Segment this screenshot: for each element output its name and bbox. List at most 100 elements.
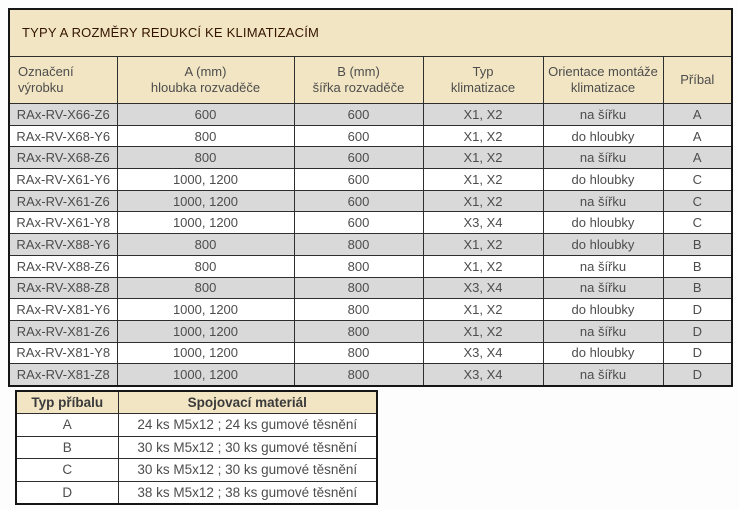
accessory-pack-cell: B [662,233,733,256]
ac-type-cell: X1, X2 [422,103,544,126]
width-b-cell: 600 [293,211,424,235]
ac-type-cell: X1, X2 [422,168,544,191]
depth-a-cell: 1000, 1200 [116,189,295,213]
depth-a-cell: 1000, 1200 [116,363,295,387]
accessory-pack-cell: D [662,298,733,321]
accessory-row: D 38 ks M5x12 ; 38 ks gumové těsnění [15,480,378,505]
header-depth-a: A (mm) hloubka rozvaděče [116,56,295,104]
table-row: RAx-RV-X88-Y6 800 800 X1, X2 do hloubky … [8,233,733,256]
accessory-pack-cell: A [662,124,733,148]
width-b-cell: 600 [293,189,424,213]
header-ac-type: Typ klimatizace [422,56,544,104]
ac-type-cell: X3, X4 [422,211,544,235]
depth-a-cell: 600 [116,103,295,126]
table-title-row: TYPY A ROZMĚRY REDUKCÍ KE KLIMATIZACÍM [8,8,733,57]
ac-type-cell: X1, X2 [422,189,544,213]
orientation-cell: na šířku [542,319,664,343]
product-code-cell: RAx-RV-X88-Z6 [8,254,118,278]
orientation-cell: na šířku [542,363,664,387]
orientation-cell: do hloubky [542,298,664,321]
accessory-pack-cell: C [662,168,733,191]
accessory-pack-cell: B [662,276,733,300]
table-row: RAx-RV-X88-Z6 800 800 X1, X2 na šířku B [8,254,733,278]
depth-a-cell: 1000, 1200 [116,211,295,235]
table-row: RAx-RV-X68-Z6 800 600 X1, X2 na šířku A [8,146,733,170]
width-b-cell: 600 [293,103,424,126]
depth-a-cell: 800 [116,146,295,170]
accessory-pack-table: Typ příbalu Spojovací materiál A 24 ks M… [15,390,378,505]
ac-type-cell: X1, X2 [422,254,544,278]
product-code-cell: RAx-RV-X81-Y8 [8,341,118,365]
accessory-pack-cell: D [662,363,733,387]
accessory-pack-cell: C [662,211,733,235]
header-pack-type: Typ příbalu [15,390,119,414]
depth-a-cell: 1000, 1200 [116,341,295,365]
depth-a-cell: 800 [116,254,295,278]
ac-type-cell: X3, X4 [422,363,544,387]
ac-type-cell: X1, X2 [422,233,544,256]
ac-type-cell: X1, X2 [422,146,544,170]
accessory-pack-cell: C [662,189,733,213]
table-row: RAx-RV-X81-Y6 1000, 1200 800 X1, X2 do h… [8,298,733,321]
width-b-cell: 800 [293,319,424,343]
product-code-cell: RAx-RV-X61-Y8 [8,211,118,235]
header-mount-orientation: Orientace montáže klimatizace [542,56,664,104]
pack-type-cell: C [15,458,119,482]
table-row: RAx-RV-X61-Z6 1000, 1200 600 X1, X2 na š… [8,189,733,213]
width-b-cell: 800 [293,341,424,365]
accessory-row: C 30 ks M5x12 ; 30 ks gumové těsnění [15,458,378,482]
product-code-cell: RAx-RV-X61-Z6 [8,189,118,213]
width-b-cell: 600 [293,146,424,170]
accessory-row: B 30 ks M5x12 ; 30 ks gumové těsnění [15,435,378,459]
pack-type-cell: D [15,480,119,505]
ac-type-cell: X3, X4 [422,276,544,300]
header-product-code: Označení výrobku [8,56,118,104]
width-b-cell: 800 [293,298,424,321]
header-width-b: B (mm) šířka rozvaděče [293,56,424,104]
joining-material-cell: 30 ks M5x12 ; 30 ks gumové těsnění [117,458,378,482]
table-row: RAx-RV-X88-Z8 800 800 X3, X4 na šířku B [8,276,733,300]
product-code-cell: RAx-RV-X81-Z6 [8,319,118,343]
orientation-cell: do hloubky [542,211,664,235]
header-accessory-pack: Příbal [662,56,733,104]
ac-type-cell: X1, X2 [422,124,544,148]
accessory-header-row: Typ příbalu Spojovací materiál [15,390,378,414]
accessory-pack-cell: A [662,103,733,126]
accessory-pack-cell: D [662,341,733,365]
joining-material-cell: 24 ks M5x12 ; 24 ks gumové těsnění [117,413,378,437]
table-row: RAx-RV-X81-Y8 1000, 1200 800 X3, X4 do h… [8,341,733,365]
depth-a-cell: 1000, 1200 [116,168,295,191]
width-b-cell: 800 [293,276,424,300]
depth-a-cell: 800 [116,124,295,148]
depth-a-cell: 800 [116,276,295,300]
orientation-cell: na šířku [542,254,664,278]
pack-type-cell: B [15,435,119,459]
width-b-cell: 600 [293,168,424,191]
orientation-cell: do hloubky [542,233,664,256]
table-row: RAx-RV-X61-Y6 1000, 1200 600 X1, X2 do h… [8,168,733,191]
product-code-cell: RAx-RV-X66-Z6 [8,103,118,126]
pack-type-cell: A [15,413,119,437]
depth-a-cell: 1000, 1200 [116,298,295,321]
table-row: RAx-RV-X61-Y8 1000, 1200 600 X3, X4 do h… [8,211,733,235]
orientation-cell: do hloubky [542,168,664,191]
table-title: TYPY A ROZMĚRY REDUKCÍ KE KLIMATIZACÍM [8,8,733,57]
product-code-cell: RAx-RV-X81-Y6 [8,298,118,321]
table-header-row: Označení výrobku A (mm) hloubka rozvaděč… [8,56,733,104]
reduction-types-table: TYPY A ROZMĚRY REDUKCÍ KE KLIMATIZACÍM O… [8,8,734,387]
depth-a-cell: 800 [116,233,295,256]
joining-material-cell: 38 ks M5x12 ; 38 ks gumové těsnění [117,480,378,505]
accessory-pack-cell: B [662,254,733,278]
width-b-cell: 600 [293,124,424,148]
orientation-cell: na šířku [542,189,664,213]
orientation-cell: na šířku [542,146,664,170]
product-code-cell: RAx-RV-X68-Z6 [8,146,118,170]
table-row: RAx-RV-X66-Z6 600 600 X1, X2 na šířku A [8,103,733,126]
product-code-cell: RAx-RV-X68-Y6 [8,124,118,148]
table-row: RAx-RV-X68-Y6 800 600 X1, X2 do hloubky … [8,124,733,148]
width-b-cell: 800 [293,233,424,256]
product-code-cell: RAx-RV-X88-Y6 [8,233,118,256]
product-code-cell: RAx-RV-X61-Y6 [8,168,118,191]
width-b-cell: 800 [293,363,424,387]
